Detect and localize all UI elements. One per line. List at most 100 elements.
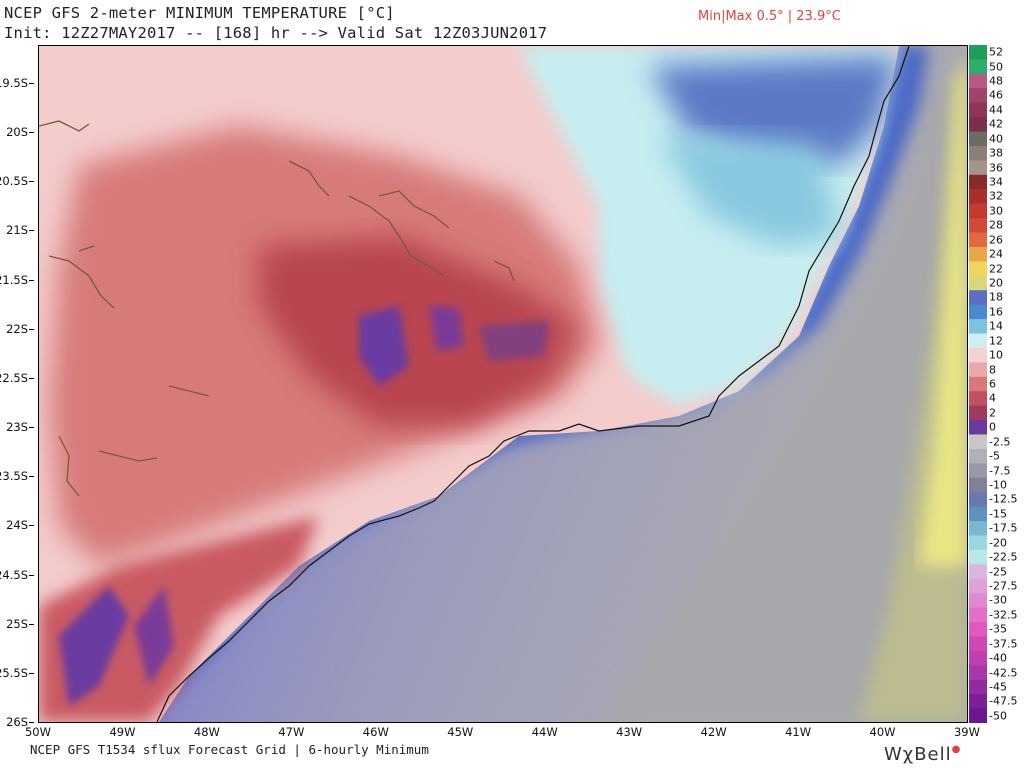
color-scale-label: 28	[989, 218, 1003, 232]
color-scale-swatch	[969, 160, 987, 176]
min-max-readout: Min|Max 0.5° | 23.9°C	[698, 9, 841, 24]
color-scale-label: 52	[989, 45, 1003, 59]
logo-mark-icon: ●	[951, 744, 962, 755]
lon-label: 39W	[953, 725, 981, 739]
color-scale-label: 22	[989, 262, 1003, 276]
lon-label: 48W	[193, 725, 220, 739]
color-scale-swatch	[969, 492, 987, 508]
lat-label: 20S	[6, 125, 28, 140]
lon-label: 42W	[700, 725, 727, 739]
color-scale-label: 26	[989, 233, 1003, 247]
purple-cold-spot-3	[479, 321, 549, 361]
color-scale-label: -25	[989, 565, 1007, 579]
color-scale-label: 8	[989, 363, 996, 377]
color-scale-swatch	[969, 261, 987, 277]
color-scale-swatch	[969, 275, 987, 291]
lat-label: 22S	[6, 321, 28, 336]
coastline	[156, 46, 910, 722]
color-scale-label: 10	[989, 348, 1003, 362]
light-blue-patch	[659, 136, 839, 246]
color-scale-svg	[969, 45, 987, 724]
lat-tick	[29, 623, 34, 625]
lat-tick	[29, 525, 34, 527]
lat-label: 22.5S	[0, 370, 28, 385]
color-scale-swatch	[969, 607, 987, 623]
lon-label: 43W	[616, 725, 643, 739]
dark-red-core	[259, 236, 579, 426]
color-scale-label: -37.5	[989, 637, 1018, 651]
color-scale-swatch	[969, 174, 987, 190]
lat-label: 21.5S	[0, 272, 28, 287]
wxbell-logo: WχBell●	[884, 744, 962, 765]
color-scale-label: 0	[989, 420, 996, 434]
lat-tick	[29, 181, 34, 183]
lat-label: 23.5S	[0, 469, 28, 484]
color-scale-swatch	[969, 131, 987, 147]
color-scale-label: -22.5	[989, 550, 1018, 564]
color-scale-swatch	[969, 73, 987, 89]
lon-label: 49W	[109, 725, 136, 739]
map-svg	[39, 46, 967, 722]
sw-purple-cold-1	[59, 586, 129, 706]
color-scale-label: 14	[989, 319, 1003, 333]
lon-label: 50W	[24, 725, 52, 739]
color-scale-label: -32.5	[989, 608, 1018, 622]
color-scale-swatch	[969, 218, 987, 234]
color-scale-swatch	[969, 477, 987, 493]
color-scale-label: -5	[989, 449, 1000, 463]
color-scale-label: 42	[989, 117, 1003, 131]
lat-label: 20.5S	[0, 174, 28, 189]
ocean-yellow-band	[919, 56, 967, 566]
color-scale-swatch	[969, 679, 987, 695]
color-scale-swatch	[969, 420, 987, 435]
lon-label: 40W	[869, 725, 896, 739]
purple-cold-spot-1	[359, 306, 409, 386]
color-scale-label: 6	[989, 377, 996, 391]
color-scale-label: 50	[989, 60, 1003, 74]
color-scale-labels: 52 50 48 46 44 42 40 38 36 34 32 30 28 26 24 22 20 18 16 14…	[989, 45, 1024, 723]
lat-label: 25S	[6, 616, 28, 631]
color-scale-swatch	[969, 145, 987, 161]
lat-label: 24S	[6, 518, 28, 533]
color-scale-swatch	[969, 232, 987, 248]
color-scale-swatch	[969, 463, 987, 479]
color-scale-label: -35	[989, 622, 1007, 636]
sw-red-band	[39, 516, 319, 722]
color-scale-swatch	[969, 622, 987, 637]
color-scale-swatch	[969, 203, 987, 219]
color-scale-label: -30	[989, 593, 1007, 607]
color-scale-swatch	[969, 102, 987, 118]
color-scale-label: 2	[989, 406, 996, 420]
color-scale-label: 40	[989, 132, 1003, 146]
map-title: NCEP GFS 2-meter MINIMUM TEMPERATURE [°C…	[4, 4, 395, 22]
color-scale-swatch	[969, 694, 987, 710]
color-scale-swatch	[969, 362, 987, 378]
color-scale-label: -20	[989, 536, 1007, 550]
color-scale-swatch	[969, 88, 987, 104]
color-scale-swatch	[969, 405, 987, 421]
color-scale-label: 20	[989, 276, 1003, 290]
color-scale-label: -47.5	[989, 694, 1018, 708]
color-scale-label: -40	[989, 651, 1007, 665]
color-scale-swatch	[969, 650, 987, 666]
color-scale-swatch	[969, 304, 987, 320]
blue-cold-patch	[649, 56, 899, 166]
color-scale-label: -10	[989, 478, 1007, 492]
color-scale-label: 16	[989, 305, 1003, 319]
color-scale-swatch	[969, 593, 987, 609]
color-scale-swatch	[969, 636, 987, 652]
color-scale-swatch	[969, 506, 987, 522]
color-scale-label: -12.5	[989, 492, 1018, 506]
color-scale-label: 46	[989, 88, 1003, 102]
color-scale-label: -17.5	[989, 521, 1018, 535]
purple-cold-spot-2	[429, 306, 464, 351]
color-scale-swatch	[969, 578, 987, 594]
color-scale-label: 30	[989, 204, 1003, 218]
lat-tick	[29, 672, 34, 674]
lon-label: 41W	[785, 725, 812, 739]
lat-tick	[29, 230, 34, 232]
color-scale-swatch	[969, 189, 987, 205]
lat-tick	[29, 279, 34, 281]
color-scale-label: 24	[989, 247, 1003, 261]
color-scale-swatch	[969, 246, 987, 262]
